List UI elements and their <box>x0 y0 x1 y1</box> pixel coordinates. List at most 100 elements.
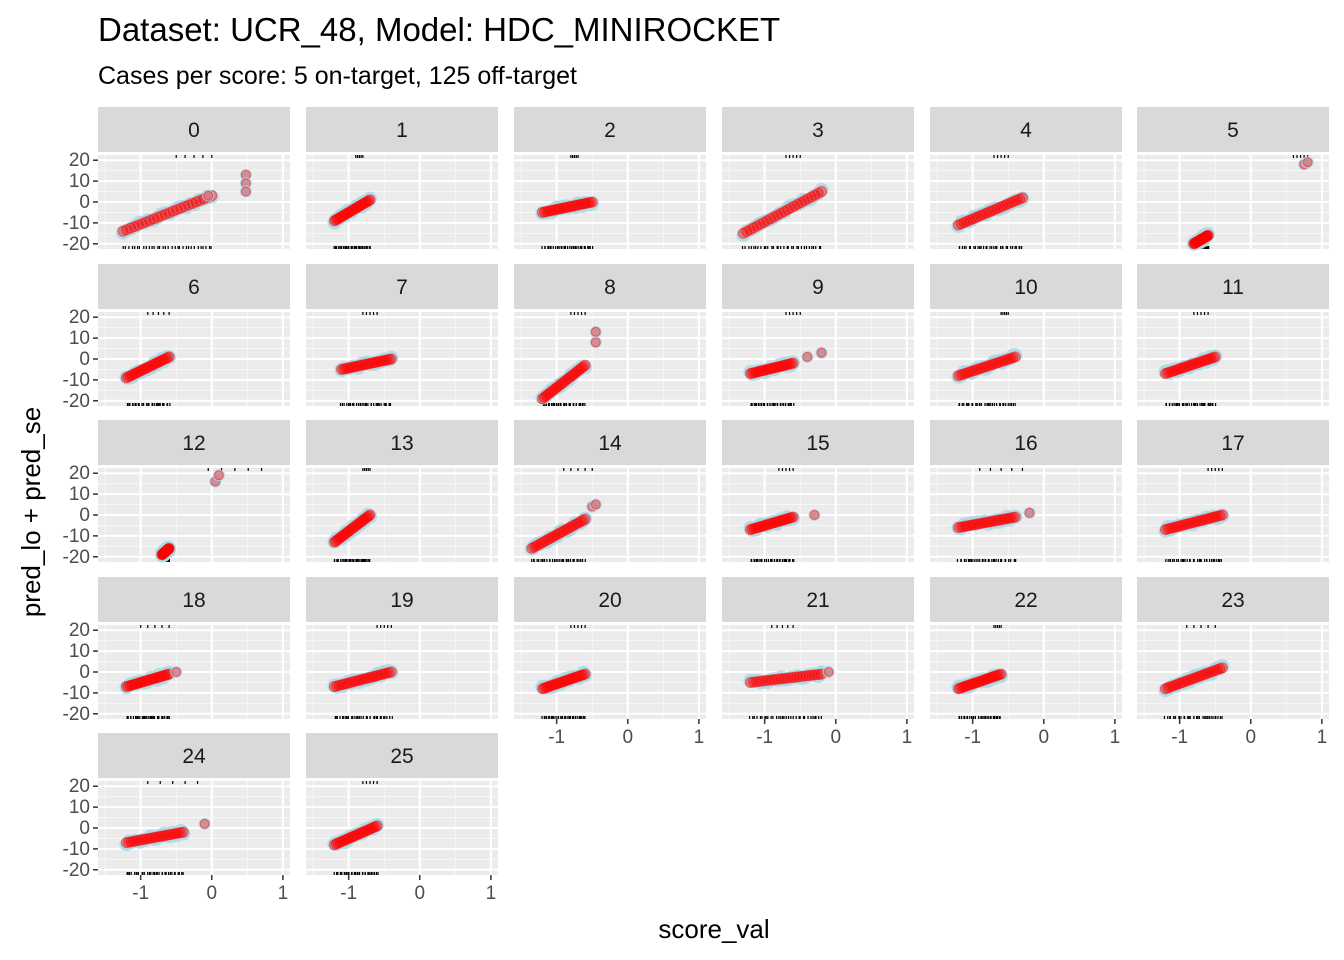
facet-panel: 3 <box>722 107 914 249</box>
prediction-point <box>577 361 589 373</box>
facet-strip-label: 8 <box>604 276 616 299</box>
facet-panel: 25 -1 0 1 <box>306 733 498 904</box>
prediction-point <box>579 668 591 680</box>
facet-strip <box>306 420 498 465</box>
facet-strip <box>930 577 1122 622</box>
facet-strip-label: 19 <box>390 589 413 612</box>
prediction-point <box>385 353 397 365</box>
y-tick-label: 20 <box>69 463 90 484</box>
prediction-point <box>171 667 182 677</box>
y-axis-title: pred_lo + pred_se <box>16 407 46 617</box>
x-tick-label: 0 <box>206 883 217 904</box>
facet-strip <box>98 577 290 622</box>
facet-panel: 8 <box>514 264 706 406</box>
facet-strip-label: 9 <box>812 276 824 299</box>
facet-strip-label: 10 <box>1014 276 1037 299</box>
y-tick-label: -10 <box>63 526 90 547</box>
facet-panel: 1 <box>306 107 498 249</box>
facet-strip <box>306 577 498 622</box>
x-tick-label: 0 <box>414 883 425 904</box>
chart-subtitle: Cases per score: 5 on-target, 125 off-ta… <box>98 62 577 90</box>
y-tick-label: -10 <box>63 213 90 234</box>
facet-strip <box>722 107 914 152</box>
prediction-point <box>1016 192 1028 204</box>
facet-panel: 9 <box>722 264 914 406</box>
facet-panel: 5 <box>1137 107 1329 251</box>
facet-strip <box>1137 577 1329 622</box>
prediction-point <box>177 826 189 838</box>
x-tick-label: 0 <box>1038 727 1049 748</box>
y-tick-label: 0 <box>79 192 90 213</box>
prediction-point <box>590 337 601 348</box>
facet-panel: 23 -1 0 1 <box>1137 577 1329 748</box>
y-tick-label: 10 <box>69 797 90 818</box>
facet-strip-label: 11 <box>1222 276 1244 299</box>
facet-strip-label: 4 <box>1020 119 1032 142</box>
facet-strip <box>930 107 1122 152</box>
prediction-point <box>816 347 827 358</box>
facet-strip <box>98 264 290 309</box>
facet-strip <box>722 577 914 622</box>
y-tick-label: 20 <box>69 150 90 171</box>
x-tick-label: 1 <box>694 727 705 748</box>
facet-strip-label: 7 <box>396 276 408 299</box>
x-tick-label: 0 <box>830 727 841 748</box>
x-tick-label: 1 <box>278 883 289 904</box>
prediction-point <box>1024 507 1035 518</box>
prediction-point <box>1216 509 1228 521</box>
prediction-point <box>823 667 834 677</box>
facet-strip <box>1137 420 1329 465</box>
x-tick-label: 1 <box>902 727 913 748</box>
facet-strip <box>514 107 706 152</box>
prediction-point <box>586 196 598 208</box>
prediction-point <box>213 470 224 481</box>
facet-strip-label: 15 <box>806 432 829 455</box>
facet-strip-label: 1 <box>396 119 408 142</box>
y-tick-label: 10 <box>69 641 90 662</box>
facet-panel: 21 -1 0 1 <box>722 577 914 748</box>
facet-panel: 4 <box>930 107 1122 249</box>
facet-panel: 11 <box>1137 264 1329 406</box>
x-tick-label: -1 <box>132 883 149 904</box>
facet-strip-label: 5 <box>1227 119 1239 142</box>
prediction-point <box>1202 229 1214 241</box>
band-point <box>1215 659 1230 674</box>
facet-strip <box>514 420 706 465</box>
y-tick-label: -20 <box>63 547 90 568</box>
y-tick-label: 20 <box>69 307 90 328</box>
facet-strip-label: 16 <box>1014 432 1037 455</box>
prediction-point <box>787 357 799 369</box>
y-tick-label: 10 <box>69 171 90 192</box>
prediction-point <box>787 511 799 523</box>
x-tick-label: 1 <box>1317 727 1328 748</box>
prediction-point <box>590 499 601 510</box>
prediction-point <box>802 351 813 362</box>
facet-strip <box>930 420 1122 465</box>
facet-strip-label: 22 <box>1014 589 1037 612</box>
y-tick-label: -20 <box>63 234 90 255</box>
facet-strip <box>930 264 1122 309</box>
x-tick-label: -1 <box>548 727 565 748</box>
facet-strip-label: 20 <box>598 589 621 612</box>
facet-strip-label: 13 <box>390 432 413 455</box>
facet-strip <box>1137 107 1329 152</box>
prediction-point <box>579 359 591 371</box>
y-tick-label: 0 <box>79 349 90 370</box>
facet-strip <box>306 107 498 152</box>
facet-panel: 19 <box>306 577 498 719</box>
prediction-point <box>1009 351 1021 363</box>
y-tick-label: 0 <box>79 662 90 683</box>
facet-panel: 22 -1 0 1 <box>930 577 1122 748</box>
chart-title: Dataset: UCR_48, Model: HDC_MINIROCKET <box>98 11 780 48</box>
prediction-point <box>590 326 601 337</box>
x-tick-label: -1 <box>1171 727 1188 748</box>
facet-strip <box>514 577 706 622</box>
facet-panel: 15 <box>722 420 914 562</box>
facet-strip <box>722 264 914 309</box>
y-tick-label: -10 <box>63 683 90 704</box>
